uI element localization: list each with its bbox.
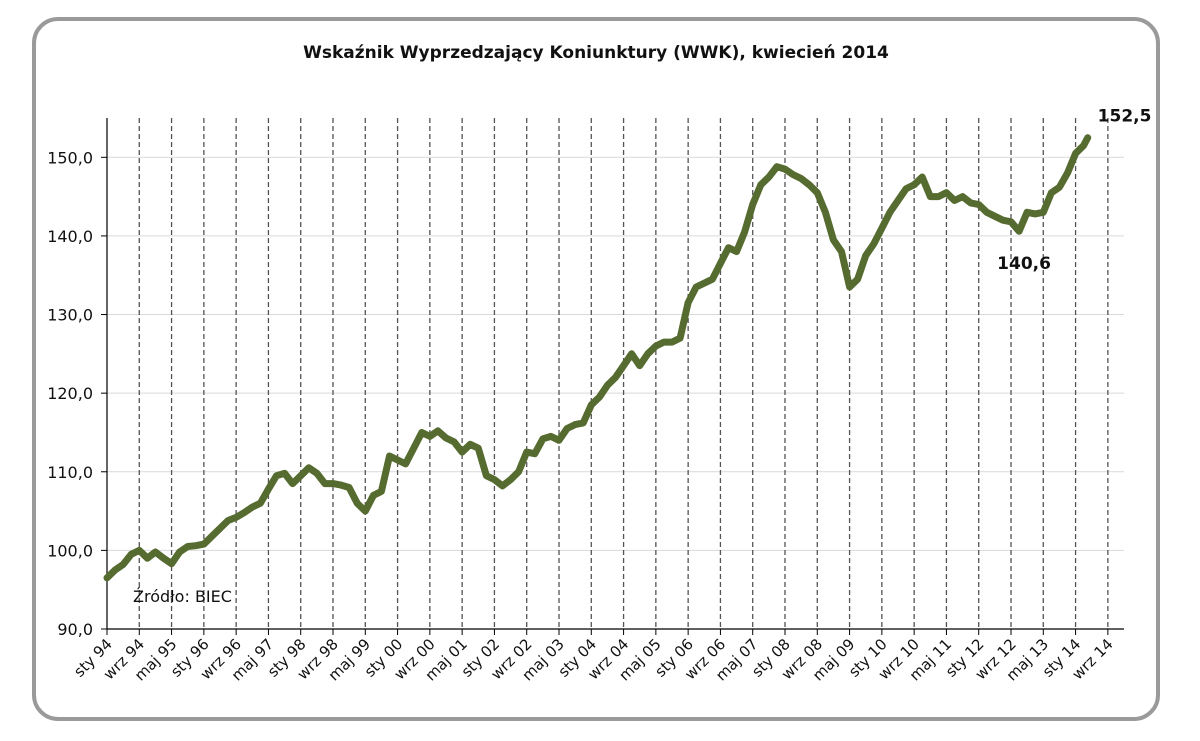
y-axis: 90,0 100,0 110,0 120,0 130,0 140,0 150,0 [47, 118, 108, 639]
y-tick-label: 120,0 [47, 384, 93, 403]
source-note: Źródło: BIEC [133, 587, 232, 606]
y-tick-label: 90,0 [57, 620, 93, 639]
chart-frame [32, 17, 1160, 721]
y-tick-label: 130,0 [47, 306, 93, 325]
data-label: 140,6 [997, 254, 1051, 274]
series-line [103, 134, 1092, 582]
y-tick-label: 150,0 [47, 148, 93, 167]
data-label: 152,5 [1098, 107, 1152, 127]
series-layer [103, 134, 1092, 582]
y-tick-label: 110,0 [47, 463, 93, 482]
y-tick-label: 140,0 [47, 227, 93, 246]
annotations-layer: 152,5 140,6 [997, 107, 1151, 275]
chart-title: Wskaźnik Wyprzedzający Koniunktury (WWK)… [303, 43, 889, 63]
y-tick-label: 100,0 [47, 541, 93, 560]
